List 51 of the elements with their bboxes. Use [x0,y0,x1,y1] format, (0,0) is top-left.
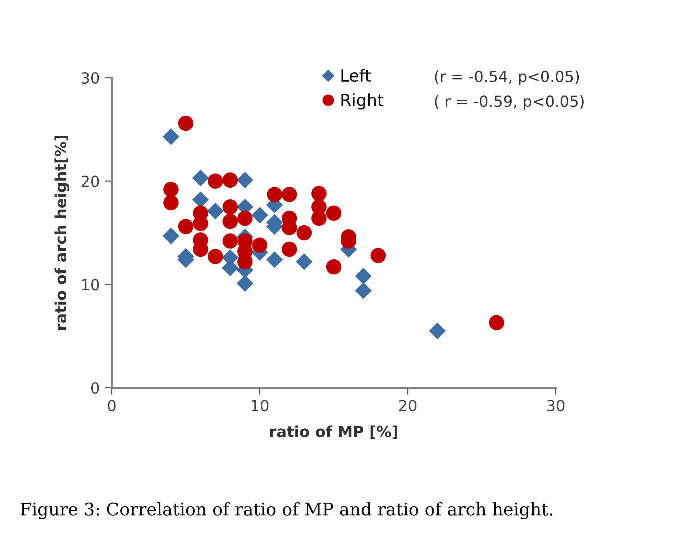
point [370,248,386,264]
point [193,216,208,232]
point [429,322,446,340]
point [236,275,254,292]
point [164,182,179,198]
caption: Figure 3: Correlation of ratio of MP and ratio of arch height. [20,502,552,520]
point [326,206,342,222]
x-tick-label: 20 [399,400,417,412]
point [282,242,298,258]
point [252,238,268,254]
point [178,116,194,132]
point [222,234,238,249]
point [326,259,342,275]
y-tick-label: 10 [82,279,100,291]
y-tick-label: 20 [82,176,100,188]
point [282,187,298,202]
point [266,252,284,268]
point [312,186,327,202]
point [489,315,504,331]
legend-label: Left [342,69,372,82]
point [267,187,282,202]
x-tick-label: 30 [547,400,565,412]
point [192,192,210,208]
y-axis-title: ratio of arch height[%] [54,136,70,330]
point [208,174,224,189]
legend-label: Right [342,94,384,110]
x-tick-label: 0 [108,400,116,412]
point [162,228,180,244]
annotation: ( r = -0.59, p<0.05) [435,95,584,110]
y-tick-label: 30 [82,72,100,84]
point [164,195,179,211]
y-tick-label: 0 [91,382,100,394]
point [207,202,224,220]
point [192,170,210,187]
point [236,172,254,189]
point [312,210,327,226]
point [252,207,268,224]
point [222,214,238,230]
annotation: (r = -0.54, p<0.05) [435,70,580,86]
point [355,268,372,285]
point [238,210,253,226]
point [296,225,312,241]
point [296,254,313,270]
x-tick-label: 10 [252,400,269,412]
point [222,200,238,215]
point [222,172,238,188]
point [162,128,180,146]
x-axis-title: ratio of MP [%] [270,426,398,440]
point [178,219,194,234]
point [355,282,372,300]
point [208,249,224,264]
